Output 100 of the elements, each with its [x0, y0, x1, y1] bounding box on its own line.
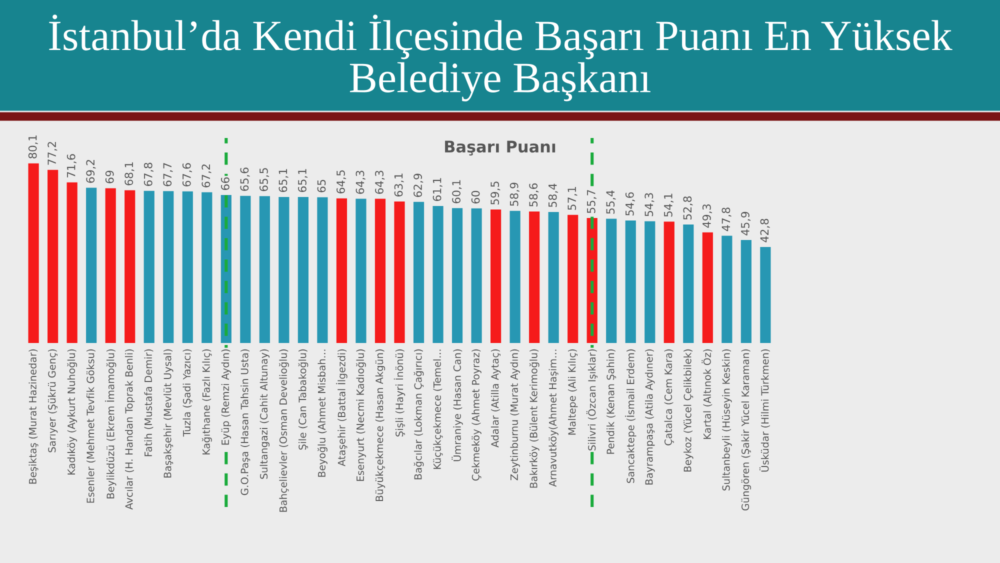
bar — [452, 208, 463, 343]
bar — [28, 163, 39, 343]
bar — [722, 236, 732, 343]
chart-title: İstanbul’da Kendi İlçesinde Başarı Puanı En Yüksek Belediye Başkanı — [49, 14, 952, 102]
bar — [144, 190, 154, 343]
x-tick-label: Bağcılar (Lokman Çağırıcı) — [414, 349, 424, 480]
x-tick-label: Sultangazi (Cahit Altunay) — [260, 349, 270, 479]
data-label: 80,1 — [28, 135, 38, 158]
data-label: 55,4 — [606, 190, 616, 214]
bar — [374, 198, 386, 343]
data-label: 45,9 — [741, 212, 751, 236]
data-label: 64,5 — [336, 170, 346, 194]
x-tick-label: Sultanbeyli (Hüseyin Keskin) — [722, 349, 732, 490]
x-tick-label: Sancaktepe (İsmail Erdem) — [625, 349, 636, 483]
x-tick-label: Pendik (Kenan Şahin) — [606, 349, 616, 454]
bar — [529, 212, 540, 343]
data-label: 65,5 — [260, 168, 270, 192]
bar — [760, 246, 771, 343]
x-tick-label: Sarıyer (Şükrü Genç) — [48, 349, 58, 452]
x-tick-label: Güngören (Şakir Yücel Karaman) — [741, 349, 752, 510]
bar — [336, 198, 348, 343]
data-label: 52,8 — [683, 196, 693, 220]
data-label: 67,7 — [163, 163, 173, 186]
bar — [394, 201, 405, 343]
bar — [48, 170, 58, 343]
x-tick-label: Tuzla (Şadi Yazıcı) — [182, 349, 192, 437]
bar — [644, 221, 656, 343]
x-tick-label: Beylikdüzü (Ekrem İmamoğlu) — [105, 349, 116, 498]
data-label: 69 — [105, 170, 114, 184]
bar — [471, 208, 482, 343]
data-label: 71,6 — [66, 154, 76, 178]
data-label: 59,5 — [490, 182, 500, 205]
x-tick-label: Küçükçekmece (Temel… — [433, 350, 443, 469]
x-tick-label: Başakşehir (Mevlüt Uysal) — [164, 349, 174, 478]
x-tick-label: Maltepe (Ali Kılıç) — [568, 349, 578, 435]
data-label: 57,1 — [568, 187, 578, 210]
bar — [490, 210, 502, 343]
data-label: 42,8 — [760, 218, 770, 242]
data-label: 63,1 — [394, 174, 404, 197]
bar — [548, 212, 559, 343]
x-tick-label: Çatalca (Cem Kara) — [664, 349, 674, 446]
data-label: 67,8 — [144, 162, 154, 186]
data-label: 67,6 — [182, 163, 192, 186]
x-tick-label: Kadıköy (Aykurt Nuhoğlu) — [67, 349, 78, 475]
data-label: 49,3 — [702, 204, 712, 228]
data-label: 64,3 — [356, 170, 366, 194]
data-label: 58,4 — [548, 184, 558, 207]
chart-subtitle: Başarı Puanı — [445, 140, 556, 156]
x-tick-label: Ataşehir (Battal İlgezdi) — [336, 349, 348, 466]
bar — [664, 222, 674, 343]
x-tick-label: Adalar (Atilla Aytaç) — [490, 349, 501, 448]
data-label: 67,2 — [202, 164, 212, 188]
bar — [740, 240, 752, 343]
bar — [568, 214, 578, 343]
x-tick-label: Bayrampaşa (Atila Aydıner) — [645, 349, 655, 485]
bar — [606, 218, 617, 343]
data-label: 62,9 — [414, 174, 424, 197]
x-tick-label: Silivri (Özcan Işıklar) — [586, 349, 598, 450]
data-label: 47,8 — [722, 208, 732, 232]
data-label: 68,1 — [124, 162, 134, 186]
data-label: 58,6 — [529, 183, 539, 207]
bar — [124, 190, 136, 343]
x-tick-label: Bahçelievler (Osman Develioğlu) — [278, 349, 289, 512]
bar — [413, 202, 424, 343]
x-tick-label: Zeytinburnu (Murat Aydın) — [510, 349, 520, 480]
bar — [510, 210, 520, 343]
x-tick-label: Çekmeköy (Ahmet Poyraz) — [472, 349, 482, 481]
data-label: 65,1 — [278, 169, 288, 192]
x-tick-label: Şile (Can Tabakoğlu) — [298, 349, 308, 450]
bar — [317, 197, 328, 343]
bar — [105, 188, 116, 343]
x-tick-label: Fatih (Mustafa Demir) — [144, 349, 154, 456]
bar — [259, 196, 270, 343]
bar — [278, 196, 290, 343]
data-label: 65,1 — [298, 169, 308, 192]
x-tick-label: Eyüp (Remzi Aydın) — [221, 349, 231, 445]
bar — [86, 188, 97, 343]
bar — [240, 196, 251, 343]
x-tick-label: Beykoz (Yücel Çelikbilek) — [684, 349, 694, 472]
x-tick-label: Büyükçekmece (Hasan Akgün) — [375, 349, 386, 501]
x-tick-label: Kartal (Altınok Öz) — [702, 349, 712, 439]
bar — [702, 232, 713, 343]
bar — [356, 198, 366, 343]
x-tick-label: Ümraniye (Hasan Can) — [452, 349, 463, 462]
x-tick-label: Esenler (Mehmet Tevfik Göksu) — [86, 349, 96, 503]
data-label: 65 — [317, 180, 326, 192]
data-label: 60 — [471, 190, 480, 204]
bar — [432, 206, 444, 343]
x-tick-label: Üsküdar (Hilmi Türkmen) — [759, 349, 770, 472]
bar — [66, 182, 78, 343]
bar — [625, 220, 636, 343]
bar — [298, 196, 308, 343]
x-tick-label: Beşiktaş (Murat Hazinedar) — [28, 349, 38, 484]
x-tick-label: Beyoğlu (Ahmet Misbah… — [317, 350, 328, 477]
x-tick-label: Arnavutköy(Ahmet Haşim… — [548, 350, 558, 487]
data-label: 58,9 — [510, 182, 520, 206]
data-label: 69,2 — [86, 160, 96, 183]
data-label: 77,2 — [48, 142, 58, 165]
data-label: 64,3 — [375, 170, 385, 194]
data-label: 66 — [220, 177, 230, 190]
